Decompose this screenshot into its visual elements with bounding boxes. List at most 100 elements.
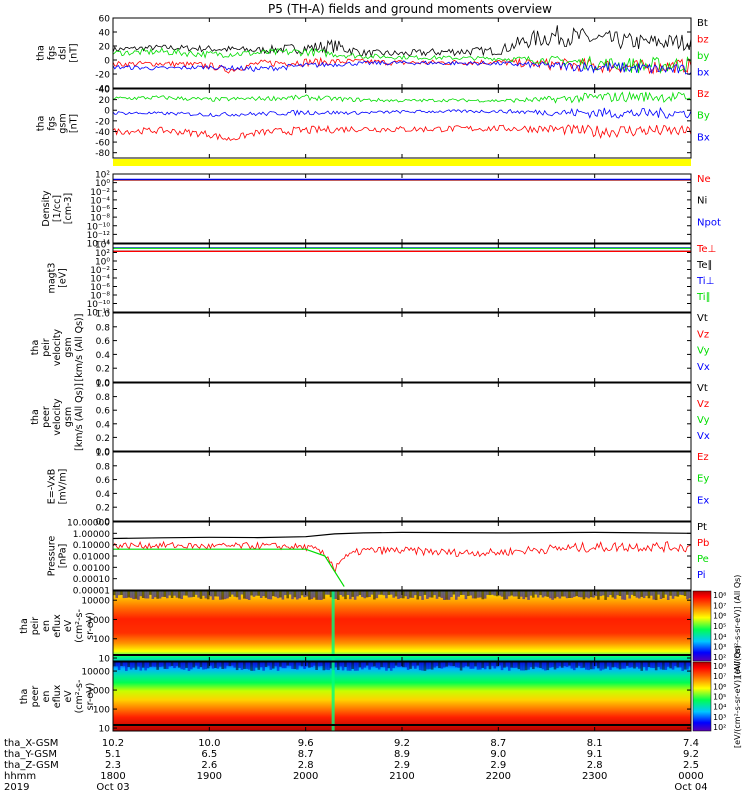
- y-tick-label: 10⁻⁶: [90, 283, 110, 293]
- spectrogram-noise: [240, 591, 244, 595]
- spectrogram-noise: [454, 662, 458, 668]
- y-axis-label-line: sr-eV): [85, 612, 96, 640]
- spectrogram-noise: [115, 591, 119, 598]
- x-tick-label: 9.0: [490, 749, 506, 760]
- y-tick-label: 0.0: [96, 518, 111, 528]
- x-tick-label: Oct 03: [96, 782, 129, 793]
- spectrogram-noise: [339, 591, 342, 595]
- spectrogram-noise: [474, 591, 477, 599]
- spectrogram-noise: [459, 662, 463, 671]
- spectrogram-noise: [271, 662, 275, 669]
- y-tick-label: 10⁻⁶: [90, 205, 110, 215]
- legend-Bz: Bz: [697, 89, 709, 100]
- spectrogram-noise: [247, 591, 251, 600]
- legend-by: by: [697, 51, 709, 62]
- legend-Ti∥: Ti∥: [696, 292, 711, 303]
- x-tick-label: 1800: [100, 771, 125, 782]
- spectrogram-noise: [144, 662, 147, 671]
- y-axis-label-line: magt3: [47, 263, 58, 294]
- spectrogram-noise: [317, 591, 321, 600]
- spectrogram-noise: [122, 662, 126, 667]
- panel-peir-velocity: Vt Vz Vy Vx 1.0 0.8 0.6 0.4 0.2 0.0 tha peir velocit…: [30, 310, 710, 389]
- y-tick-label: 1.0: [96, 380, 111, 390]
- spectrogram-noise: [570, 591, 574, 598]
- x-tick-label: 2200: [486, 771, 511, 782]
- y-axis-label-line: (cm²-s-: [74, 680, 85, 714]
- legend-Te∥: Te∥: [696, 260, 713, 271]
- y-tick-label: 10²: [95, 171, 110, 181]
- y-tick-label: 1.00000: [73, 530, 110, 540]
- y-axis-label-line: peir: [30, 617, 41, 636]
- y-tick-label: 10⁻⁴: [90, 275, 110, 285]
- spectrogram-noise: [467, 662, 470, 667]
- spectrogram-noise: [529, 591, 533, 596]
- panel-frame: [112, 88, 692, 159]
- y-tick-label: 10⁻¹⁴: [87, 240, 111, 250]
- legend-Ex: Ex: [697, 495, 709, 506]
- spectrogram-noise: [575, 662, 578, 668]
- spectrogram-noise: [370, 591, 374, 595]
- spectrogram-noise: [344, 591, 347, 600]
- spectrogram-noise: [218, 591, 222, 600]
- spectrogram-noise: [202, 662, 205, 670]
- y-tick-label: 0.4: [96, 351, 111, 361]
- spectrogram-noise: [618, 662, 622, 670]
- y-axis-label: tha peir velocity gsm [km/s (All Qs)]: [30, 314, 85, 382]
- y-axis-label-line: gsm: [58, 113, 69, 133]
- colorbar-tick-label: 10⁷: [713, 672, 726, 681]
- colorbar-tick-label: 10⁸: [713, 591, 726, 600]
- y-axis-label-line: [mV/m]: [58, 469, 69, 505]
- spectrogram-noise: [406, 662, 410, 670]
- y-tick-label: 0.00001: [73, 587, 110, 597]
- spectrogram-noise: [322, 662, 326, 671]
- y-tick-label: 0.0: [96, 379, 111, 389]
- y-tick-label: 0.4: [96, 420, 111, 430]
- spectrogram-noise: [235, 591, 239, 598]
- spectrogram-noise: [185, 662, 188, 668]
- spectrogram-noise: [269, 662, 273, 670]
- spectrogram-noise: [495, 662, 499, 667]
- spectrogram-noise: [353, 662, 357, 671]
- spectrogram-noise: [481, 591, 485, 600]
- spectrogram-noise: [233, 662, 237, 668]
- y-tick-label: 10⁻²: [90, 266, 110, 276]
- spectrogram-noise: [447, 662, 451, 666]
- y-axis-label-line: gsm: [63, 407, 74, 427]
- spectrogram-noise: [630, 662, 634, 668]
- y-tick-label: 0.8: [96, 462, 111, 472]
- y-tick-label: 10⁻⁸: [90, 214, 110, 224]
- spectrogram-noise: [300, 591, 304, 596]
- y-axis-label-line: tha: [36, 45, 47, 61]
- spectrogram-noise: [476, 591, 480, 598]
- spectrogram-noise: [259, 662, 263, 668]
- spectrogram-noise: [399, 591, 403, 599]
- colorbar-tick-label: 10²: [713, 723, 726, 732]
- spectrogram-noise: [507, 591, 511, 597]
- spectrogram-noise: [524, 662, 528, 671]
- spectrogram-noise: [633, 662, 636, 669]
- legend-Vt: Vt: [697, 313, 708, 324]
- spectrogram-noise: [247, 662, 251, 670]
- spectrogram-noise: [621, 591, 624, 600]
- spectrogram-noise: [267, 591, 270, 600]
- colorbar-tick-label: 10⁴: [713, 632, 726, 641]
- colorbar-tick-label: 10³: [713, 713, 726, 722]
- spectrogram-noise: [493, 591, 497, 596]
- panel-density: Ne Ni Npot 10²10⁰10⁻²10⁻⁴10⁻⁶10⁻⁸10⁻¹⁰10⁻¹²…: [41, 171, 721, 250]
- x-row-label: tha_X-GSM: [4, 738, 58, 749]
- spectrogram-noise: [438, 662, 441, 669]
- spectrogram-noise: [173, 591, 176, 596]
- spectrogram-noise: [423, 662, 427, 671]
- panel-frame: [112, 173, 692, 244]
- spectrogram-noise: [161, 662, 164, 667]
- spectrogram-noise: [568, 662, 571, 666]
- spectrogram-noise: [209, 591, 212, 597]
- spectrogram-noise: [271, 591, 275, 597]
- spectrogram-noise: [129, 662, 133, 670]
- x-tick-label: 8.1: [587, 738, 603, 749]
- y-tick-label: 10⁻¹²: [87, 309, 111, 319]
- spectrogram-noise: [120, 591, 123, 595]
- y-tick-label: -60: [95, 139, 110, 149]
- spectrogram-noise: [286, 591, 289, 599]
- y-axis-label-line: Pressure: [47, 536, 58, 577]
